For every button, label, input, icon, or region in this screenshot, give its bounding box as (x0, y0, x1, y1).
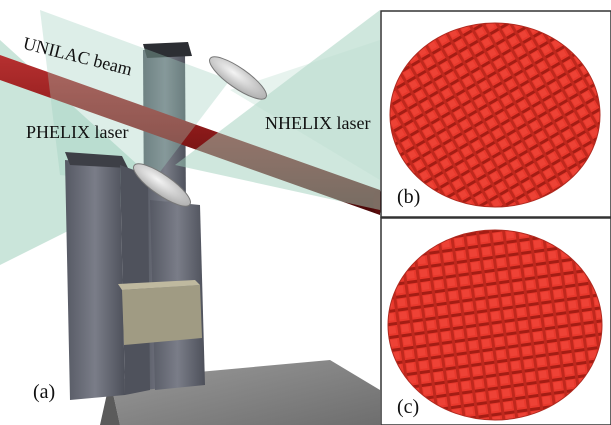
stand-pillar-front (65, 160, 125, 400)
phelix-laser-cone (0, 40, 160, 265)
upper-target-mirror (209, 56, 267, 100)
panel-c-target (387, 229, 603, 421)
panel-a-render (0, 10, 383, 425)
stand-pillar-rear-top (143, 42, 192, 58)
nhelix-laser-label: NHELIX laser (265, 113, 371, 133)
panel-b-target (389, 22, 601, 208)
panel-a-label: (a) (33, 381, 56, 403)
stand-pillar-front-top (65, 152, 128, 168)
stand-crossbar (122, 285, 202, 345)
phelix-laser-label: PHELIX laser (26, 122, 129, 142)
nhelix-laser-cone-inner (230, 40, 380, 180)
nhelix-laser-cone (175, 10, 380, 210)
panel-b-label: (b) (397, 186, 421, 208)
floor-plate-edge (100, 380, 120, 425)
panel-c-label: (c) (397, 396, 420, 418)
stand-pillar-side (120, 165, 150, 395)
lower-target-mirror (133, 163, 191, 207)
stand-crossbar-top (118, 280, 200, 290)
phelix-laser-upper-fan (40, 10, 230, 185)
